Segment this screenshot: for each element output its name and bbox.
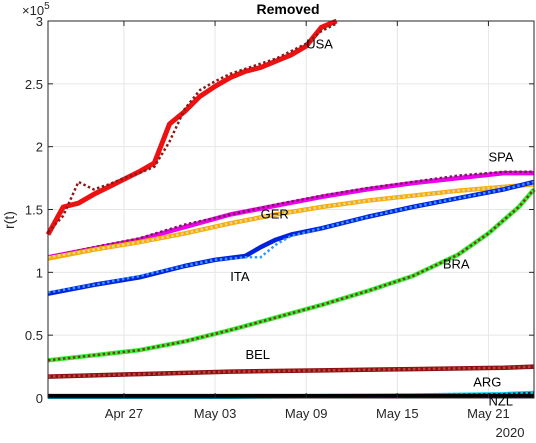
y-tick-label: 2 xyxy=(36,140,43,155)
series-label-ita: ITA xyxy=(230,269,250,284)
series-label-bra: BRA xyxy=(443,257,470,272)
series-fit-usa xyxy=(47,22,338,233)
x-axis-year-label: 2020 xyxy=(496,425,525,440)
series-layer xyxy=(45,18,536,399)
axis-ticks: Apr 27 May 03 May 09 May 15 May 21 0 0.5 1 1.5 2 2… xyxy=(25,14,534,421)
series-line-usa xyxy=(45,18,338,236)
series-line-ger xyxy=(47,182,535,261)
series-fit-ita xyxy=(47,180,535,294)
y-axis-multiplier: ×105 xyxy=(22,1,50,18)
series-fit-bra xyxy=(47,188,535,362)
y-tick-label: 1 xyxy=(36,265,43,280)
y-tick-label: 0 xyxy=(36,391,43,406)
y-tick-label: 3 xyxy=(36,14,43,29)
series-label-arg: ARG xyxy=(473,375,501,390)
series-labels: USA SPA GER ITA BRA BEL ARG NZL xyxy=(230,37,514,409)
series-label-nzl: NZL xyxy=(488,394,513,409)
chart-title: Removed xyxy=(256,1,319,17)
y-tick-label: 0.5 xyxy=(25,328,43,343)
y-multiplier-base: ×10 xyxy=(22,3,44,18)
series-line-ita xyxy=(47,179,535,296)
y-axis-label: r(t) xyxy=(1,211,17,229)
series-label-ger: GER xyxy=(261,206,289,221)
series-label-usa: USA xyxy=(306,37,333,52)
series-fit-spa xyxy=(47,170,534,259)
y-multiplier-exponent: 5 xyxy=(44,1,50,12)
series-fit-bel xyxy=(47,365,535,378)
series-label-bel: BEL xyxy=(245,347,270,362)
y-tick-label: 2.5 xyxy=(25,77,43,92)
y-tick-label: 1.5 xyxy=(25,203,43,218)
x-tick-label: May 09 xyxy=(285,406,328,421)
series-label-spa: SPA xyxy=(488,150,513,165)
x-tick-label: May 21 xyxy=(467,406,510,421)
x-tick-label: May 15 xyxy=(376,406,419,421)
x-tick-label: May 03 xyxy=(194,406,237,421)
x-tick-label: Apr 27 xyxy=(105,406,143,421)
